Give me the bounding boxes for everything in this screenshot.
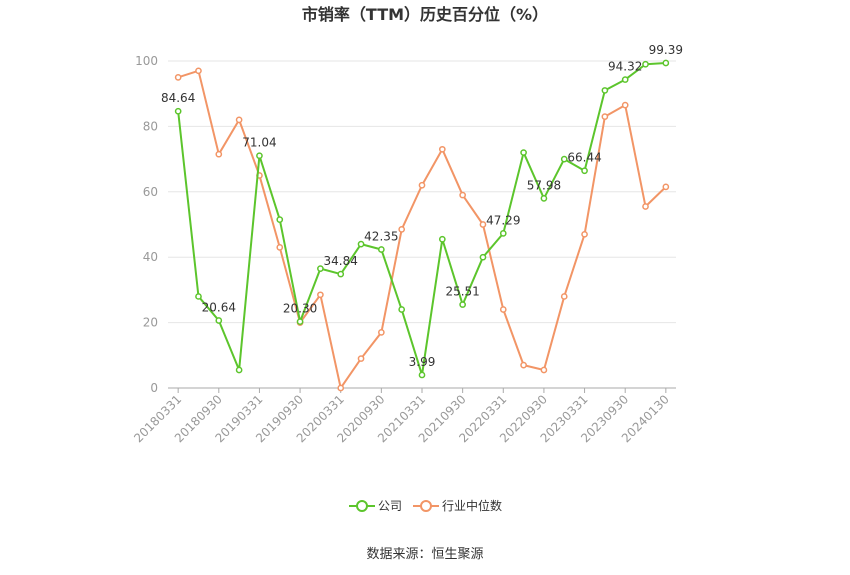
chart-title: 市销率（TTM）历史百分位（%） (302, 5, 548, 24)
data-point[interactable] (195, 293, 202, 300)
data-label: 94.32 (608, 60, 642, 74)
data-label: 34.84 (324, 254, 358, 268)
grid (168, 60, 676, 324)
y-tick-label: 0 (150, 381, 158, 395)
data-point[interactable] (296, 318, 304, 325)
legend-marker (356, 500, 368, 512)
data-point[interactable] (662, 183, 670, 191)
data-point[interactable] (378, 329, 385, 336)
data-point[interactable] (235, 366, 243, 374)
data-point[interactable] (459, 301, 466, 308)
series-line-0 (177, 61, 666, 376)
data-label: 25.51 (445, 285, 479, 299)
data-label: 99.39 (649, 43, 683, 57)
data-point[interactable] (317, 291, 324, 299)
data-point[interactable] (276, 244, 284, 251)
data-label: 84.64 (161, 91, 195, 105)
data-point[interactable] (479, 221, 487, 228)
data-point[interactable] (642, 203, 649, 210)
data-point[interactable] (499, 230, 507, 237)
data-point[interactable] (540, 366, 548, 374)
data-point[interactable] (560, 155, 568, 163)
data-point[interactable] (195, 67, 202, 75)
data-point[interactable] (235, 116, 243, 124)
data-point[interactable] (601, 113, 609, 120)
data-point[interactable] (520, 149, 527, 156)
data-point[interactable] (621, 101, 629, 109)
legend-marker (420, 500, 432, 512)
series-layer (174, 59, 670, 392)
y-tick-label: 40 (143, 250, 158, 264)
data-point[interactable] (459, 191, 466, 199)
data-point[interactable] (174, 107, 182, 115)
legend-item-0[interactable]: 公司 (349, 499, 402, 513)
data-label: 42.35 (364, 230, 398, 244)
data-point[interactable] (174, 74, 182, 81)
data-point[interactable] (317, 265, 324, 272)
data-point[interactable] (398, 226, 406, 233)
legend-item-1[interactable]: 行业中位数 (413, 498, 502, 513)
legend-label: 公司 (378, 499, 402, 513)
data-point[interactable] (479, 253, 487, 261)
axes: 0204060801002018033120180930201903312019… (131, 54, 676, 445)
source-note: 数据来源：恒生聚源 (366, 547, 483, 562)
legend[interactable]: 公司 行业中位数 (349, 498, 502, 513)
data-point[interactable] (581, 167, 588, 175)
data-point[interactable] (378, 246, 385, 253)
data-label: 20.30 (283, 302, 317, 316)
data-point[interactable] (398, 306, 406, 313)
data-point[interactable] (581, 230, 588, 238)
series-line-1 (177, 69, 667, 389)
data-point[interactable] (256, 152, 263, 160)
data-point[interactable] (215, 150, 223, 158)
data-point[interactable] (337, 384, 345, 392)
data-point[interactable] (418, 181, 426, 189)
data-label: 3.99 (409, 355, 436, 369)
y-tick-label: 20 (143, 316, 158, 330)
data-label: 20.64 (202, 301, 236, 315)
data-point[interactable] (540, 195, 548, 202)
data-point[interactable] (418, 371, 426, 379)
data-point[interactable] (276, 216, 284, 223)
y-tick-label: 60 (143, 185, 158, 199)
data-label: 57.98 (527, 178, 561, 192)
data-point[interactable] (642, 60, 649, 68)
data-label: 47.29 (486, 213, 520, 227)
y-tick-label: 80 (143, 119, 158, 133)
data-point[interactable] (215, 317, 223, 324)
data-labels: 84.64 20.64 71.04 20.30 34.84 42.35 3.99 25.51 4… (161, 43, 683, 369)
data-point[interactable] (560, 293, 568, 300)
data-point[interactable] (601, 87, 609, 94)
data-label: 71.04 (242, 136, 276, 150)
legend-label: 行业中位数 (442, 498, 502, 513)
data-point[interactable] (520, 361, 527, 369)
data-point[interactable] (621, 76, 629, 83)
data-point[interactable] (357, 240, 365, 248)
data-point[interactable] (438, 145, 446, 153)
data-label: 66.44 (567, 151, 601, 165)
data-point[interactable] (499, 306, 507, 313)
data-point[interactable] (662, 59, 670, 67)
data-point[interactable] (357, 355, 365, 362)
data-point[interactable] (337, 270, 345, 278)
y-tick-label: 100 (135, 54, 158, 68)
data-point[interactable] (438, 235, 446, 243)
